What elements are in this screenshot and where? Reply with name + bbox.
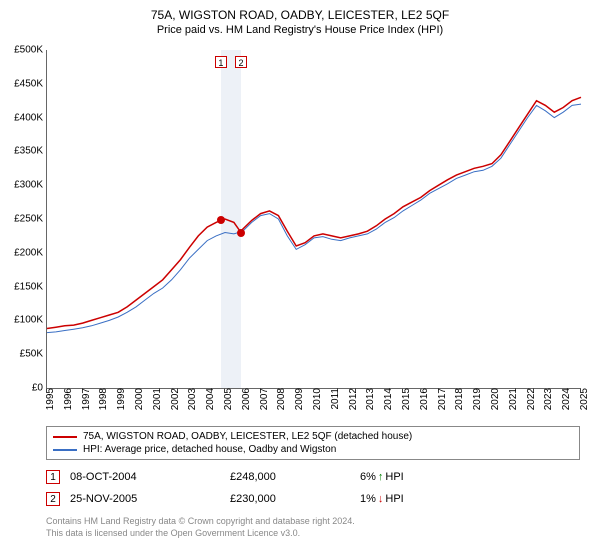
- series-line-hpi: [47, 104, 581, 333]
- x-tick-label: 2020: [488, 388, 501, 410]
- x-tick-label: 2007: [257, 388, 270, 410]
- x-tick-label: 1995: [43, 388, 56, 410]
- x-tick-label: 2012: [346, 388, 359, 410]
- chart-subtitle: Price paid vs. HM Land Registry's House …: [0, 22, 600, 40]
- x-tick-label: 2004: [203, 388, 216, 410]
- x-tick-label: 2022: [524, 388, 537, 410]
- sale-info-row: 2 25-NOV-2005 £230,000 1% ↓ HPI: [46, 488, 580, 510]
- arrow-down-icon: ↓: [378, 493, 384, 505]
- x-tick-label: 1998: [96, 388, 109, 410]
- sale-price: £230,000: [230, 493, 350, 505]
- y-tick-label: £250K: [14, 214, 47, 225]
- legend-swatch: [53, 436, 77, 438]
- x-tick-label: 1997: [79, 388, 92, 410]
- arrow-up-icon: ↑: [378, 471, 384, 483]
- legend-item: 75A, WIGSTON ROAD, OADBY, LEICESTER, LE2…: [53, 430, 573, 443]
- x-tick-label: 2025: [577, 388, 590, 410]
- attribution-text: Contains HM Land Registry data © Crown c…: [46, 516, 580, 539]
- sale-dot-2: [237, 229, 245, 237]
- sale-dot-1: [217, 216, 225, 224]
- sale-hpi-delta: 6% ↑ HPI: [360, 471, 440, 483]
- y-tick-label: £500K: [14, 45, 47, 56]
- sale-date: 25-NOV-2005: [70, 493, 220, 505]
- sale-price: £248,000: [230, 471, 350, 483]
- x-tick-label: 2000: [132, 388, 145, 410]
- x-tick-label: 2015: [399, 388, 412, 410]
- sale-date: 08-OCT-2004: [70, 471, 220, 483]
- legend-item: HPI: Average price, detached house, Oadb…: [53, 443, 573, 456]
- sale-marker-box-2: 2: [235, 56, 247, 68]
- x-tick-label: 2001: [150, 388, 163, 410]
- x-tick-label: 2021: [506, 388, 519, 410]
- chart-lines-svg: [47, 50, 581, 388]
- x-tick-label: 2018: [452, 388, 465, 410]
- x-tick-label: 2011: [328, 388, 341, 410]
- x-tick-label: 2006: [239, 388, 252, 410]
- chart-plot-area: £0£50K£100K£150K£200K£250K£300K£350K£400…: [46, 50, 581, 389]
- y-tick-label: £200K: [14, 247, 47, 258]
- sale-pct: 1%: [360, 493, 376, 505]
- x-tick-label: 2019: [470, 388, 483, 410]
- series-line-price_paid: [47, 97, 581, 328]
- y-tick-label: £100K: [14, 315, 47, 326]
- x-tick-label: 2009: [292, 388, 305, 410]
- legend-label: 75A, WIGSTON ROAD, OADBY, LEICESTER, LE2…: [83, 431, 412, 442]
- legend-label: HPI: Average price, detached house, Oadb…: [83, 444, 336, 455]
- sale-pct: 6%: [360, 471, 376, 483]
- sale-hpi-suffix: HPI: [385, 493, 403, 505]
- sale-info-marker: 2: [46, 492, 60, 506]
- legend-box: 75A, WIGSTON ROAD, OADBY, LEICESTER, LE2…: [46, 426, 580, 460]
- y-tick-label: £350K: [14, 146, 47, 157]
- x-tick-label: 2017: [435, 388, 448, 410]
- sale-marker-box-1: 1: [215, 56, 227, 68]
- sale-info-row: 1 08-OCT-2004 £248,000 6% ↑ HPI: [46, 466, 580, 488]
- sale-info-marker: 1: [46, 470, 60, 484]
- y-tick-label: £150K: [14, 281, 47, 292]
- x-tick-label: 2013: [363, 388, 376, 410]
- x-tick-label: 2016: [417, 388, 430, 410]
- attribution-line-1: Contains HM Land Registry data © Crown c…: [46, 516, 580, 528]
- sale-hpi-suffix: HPI: [385, 471, 403, 483]
- attribution-line-2: This data is licensed under the Open Gov…: [46, 528, 580, 540]
- x-tick-label: 1999: [114, 388, 127, 410]
- x-tick-label: 1996: [61, 388, 74, 410]
- y-tick-label: £50K: [20, 349, 47, 360]
- x-tick-label: 2024: [559, 388, 572, 410]
- x-tick-label: 2003: [185, 388, 198, 410]
- legend-swatch: [53, 449, 77, 451]
- chart-title: 75A, WIGSTON ROAD, OADBY, LEICESTER, LE2…: [0, 0, 600, 22]
- y-tick-label: £450K: [14, 78, 47, 89]
- sale-hpi-delta: 1% ↓ HPI: [360, 493, 440, 505]
- x-tick-label: 2014: [381, 388, 394, 410]
- x-tick-label: 2010: [310, 388, 323, 410]
- x-tick-label: 2023: [541, 388, 554, 410]
- y-tick-label: £300K: [14, 180, 47, 191]
- y-tick-label: £400K: [14, 112, 47, 123]
- x-tick-label: 2002: [168, 388, 181, 410]
- x-tick-label: 2005: [221, 388, 234, 410]
- x-tick-label: 2008: [274, 388, 287, 410]
- sales-info: 1 08-OCT-2004 £248,000 6% ↑ HPI 2 25-NOV-2005…: [46, 466, 580, 510]
